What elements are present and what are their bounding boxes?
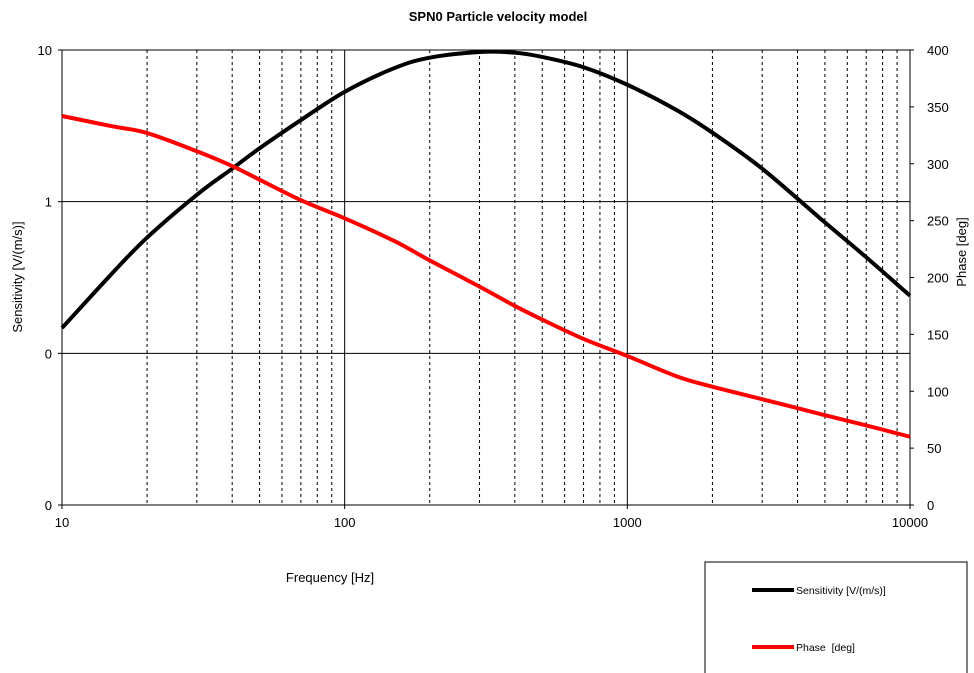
x-tick-label: 10000 [892, 515, 928, 530]
y-right-tick-label: 200 [927, 271, 949, 286]
legend-label-phase: Phase [deg] [796, 642, 855, 654]
plot-area [61, 49, 911, 506]
chart-title: SPN0 Particle velocity model [409, 9, 587, 24]
x-tick-label: 10 [55, 515, 69, 530]
legend: Sensitivity [V/(m/s)] Phase [deg] [704, 561, 968, 673]
grid [62, 50, 910, 505]
y-right-tick-label: 300 [927, 157, 949, 172]
y-right-tick-label: 250 [927, 214, 949, 229]
x-axis-label: Frequency [Hz] [286, 570, 374, 585]
y-right-tick-label: 0 [927, 498, 934, 513]
sensitivity-curve [60, 49, 912, 330]
series-layer [60, 49, 912, 439]
y-axis-left-label: Sensitivity [V/(m/s)] [10, 221, 25, 332]
legend-box [704, 561, 968, 673]
y-right-tick-label: 150 [927, 327, 949, 342]
phase-curve [61, 114, 911, 439]
x-tick-label: 100 [334, 515, 356, 530]
y-right-tick-label: 350 [927, 100, 949, 115]
y-left-tick-label: 10 [38, 43, 52, 58]
x-tick-label: 1000 [613, 515, 642, 530]
legend-label-sensitivity: Sensitivity [V/(m/s)] [796, 585, 886, 597]
y-right-tick-label: 100 [927, 384, 949, 399]
y-right-tick-label: 50 [927, 441, 941, 456]
y-left-tick-label: 1 [45, 195, 52, 210]
y-axis-right-label: Phase [deg] [954, 217, 969, 286]
y-left-tick-label: 0 [45, 346, 52, 361]
tick-labels: 10 100 1000 1000000110050100150200250300350… [38, 43, 949, 530]
y-right-tick-label: 400 [927, 43, 949, 58]
y-left-tick-label: 0 [45, 498, 52, 513]
